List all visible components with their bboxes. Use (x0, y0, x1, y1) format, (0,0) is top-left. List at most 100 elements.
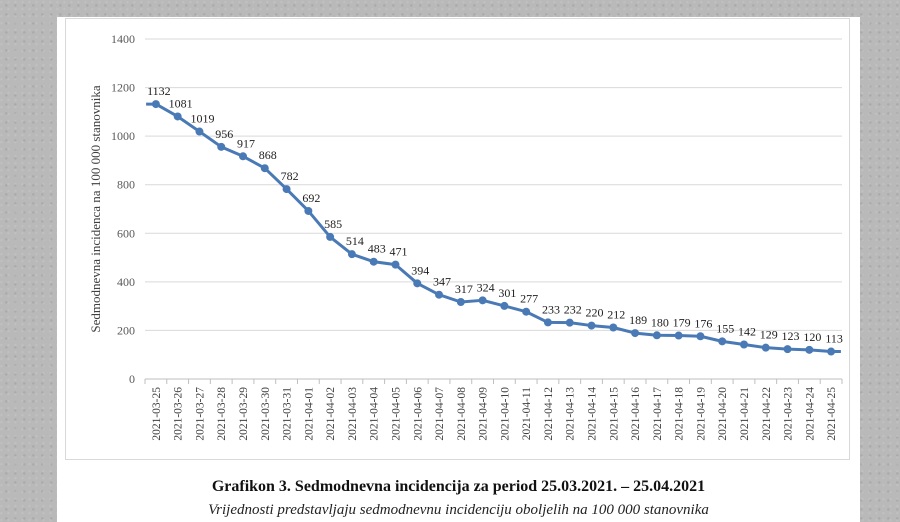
data-label: 155 (716, 321, 734, 335)
x-tick-label: 2021-03-31 (282, 387, 294, 441)
data-label: 120 (803, 330, 821, 344)
data-label: 347 (433, 275, 451, 289)
data-point (543, 318, 552, 327)
data-label: 113 (825, 332, 843, 346)
data-label: 868 (259, 148, 277, 162)
data-point (500, 301, 509, 310)
data-point (282, 185, 291, 194)
data-label: 179 (673, 316, 691, 330)
data-label: 956 (215, 127, 233, 141)
data-point (456, 298, 465, 307)
x-tick-label: 2021-04-23 (783, 387, 795, 441)
x-tick-label: 2021-04-22 (761, 387, 773, 441)
y-tick-label: 1200 (111, 81, 135, 95)
data-label: 142 (738, 325, 756, 339)
x-tick-label: 2021-04-03 (347, 387, 359, 441)
data-label: 585 (324, 217, 342, 231)
series-line (146, 102, 841, 354)
data-point (696, 332, 705, 341)
x-tick-label: 2021-04-06 (412, 387, 424, 441)
x-tick-label: 2021-04-14 (587, 387, 599, 441)
data-label: 301 (498, 286, 516, 300)
data-point (173, 112, 182, 121)
data-label: 129 (760, 328, 778, 342)
y-tick-label: 400 (117, 275, 135, 289)
data-point (326, 232, 335, 241)
data-point (631, 329, 640, 338)
data-point (522, 307, 531, 316)
x-tick-label: 2021-04-07 (434, 387, 446, 441)
y-tick-label: 1000 (111, 129, 135, 143)
data-point (718, 337, 727, 346)
data-point (565, 318, 574, 327)
data-point (239, 152, 248, 161)
x-tick-label: 2021-04-21 (739, 387, 751, 441)
x-tick-label: 2021-04-01 (303, 387, 315, 441)
data-point (217, 142, 226, 151)
y-axis-label: Sedmodnevna incidenca na 100 000 stanovn… (88, 85, 103, 333)
x-tick-label: 2021-04-13 (565, 387, 577, 441)
x-tick-label: 2021-04-08 (456, 387, 468, 441)
data-label: 212 (607, 308, 625, 322)
data-point (195, 127, 204, 136)
data-point (827, 347, 836, 356)
data-label: 1019 (190, 112, 214, 126)
x-tick-label: 2021-04-10 (499, 387, 511, 441)
data-label: 176 (694, 316, 712, 330)
chart-frame (65, 18, 850, 460)
data-label: 1081 (169, 96, 193, 110)
x-tick-label: 2021-04-17 (652, 387, 664, 441)
data-label: 1132 (147, 84, 171, 98)
y-tick-label: 1400 (111, 32, 135, 46)
data-point (652, 331, 661, 340)
data-point (260, 164, 269, 173)
x-tick-label: 2021-04-12 (543, 387, 555, 441)
x-tick-label: 2021-03-26 (173, 387, 185, 441)
x-tick-label: 2021-04-25 (826, 387, 838, 441)
data-label: 514 (346, 234, 364, 248)
x-tick-label: 2021-04-15 (608, 387, 620, 441)
data-point (347, 250, 356, 259)
data-point (369, 257, 378, 266)
data-label: 324 (477, 280, 495, 294)
line-chart: 0 200 400 600 800 1000 1200 1400 Sedmodnevna inc… (88, 32, 843, 441)
x-tick-label: 2021-04-05 (390, 387, 402, 441)
data-label: 277 (520, 292, 538, 306)
x-tick-label: 2021-04-16 (630, 387, 642, 441)
x-tick-label: 2021-04-24 (804, 387, 816, 441)
data-label: 394 (411, 263, 429, 277)
data-point (805, 345, 814, 354)
x-tick-label: 2021-04-09 (478, 387, 490, 441)
x-tick-label: 2021-03-25 (151, 387, 163, 441)
data-label: 483 (368, 242, 386, 256)
data-label: 782 (281, 169, 299, 183)
data-label: 232 (564, 303, 582, 317)
x-tick-label: 2021-04-18 (674, 387, 686, 441)
data-label: 317 (455, 282, 473, 296)
x-tick-label: 2021-03-28 (216, 387, 228, 441)
data-label: 220 (586, 306, 604, 320)
document-page (57, 17, 860, 522)
data-point (304, 206, 313, 215)
data-point (739, 340, 748, 349)
figure-caption-subtitle: Vrijednosti predstavljaju sedmodnevnu in… (208, 502, 709, 518)
data-label: 917 (237, 136, 255, 150)
data-point (413, 279, 422, 288)
data-label: 692 (302, 191, 320, 205)
y-tick-label: 200 (117, 323, 135, 337)
data-point (609, 323, 618, 332)
x-tick-label: 2021-04-20 (717, 387, 729, 441)
data-label: 233 (542, 302, 560, 316)
figure-caption-title: Grafikon 3. Sedmodnevna incidencija za p… (211, 478, 706, 495)
y-tick-label: 800 (117, 178, 135, 192)
data-point (587, 321, 596, 330)
data-point (674, 331, 683, 340)
data-point (391, 260, 400, 269)
x-tick-label: 2021-03-27 (194, 387, 206, 441)
data-point (478, 296, 487, 305)
data-label: 189 (629, 313, 647, 327)
x-tick-label: 2021-03-29 (238, 387, 250, 441)
x-tick-label: 2021-04-11 (521, 387, 533, 440)
data-point (151, 100, 160, 109)
data-point (435, 290, 444, 299)
